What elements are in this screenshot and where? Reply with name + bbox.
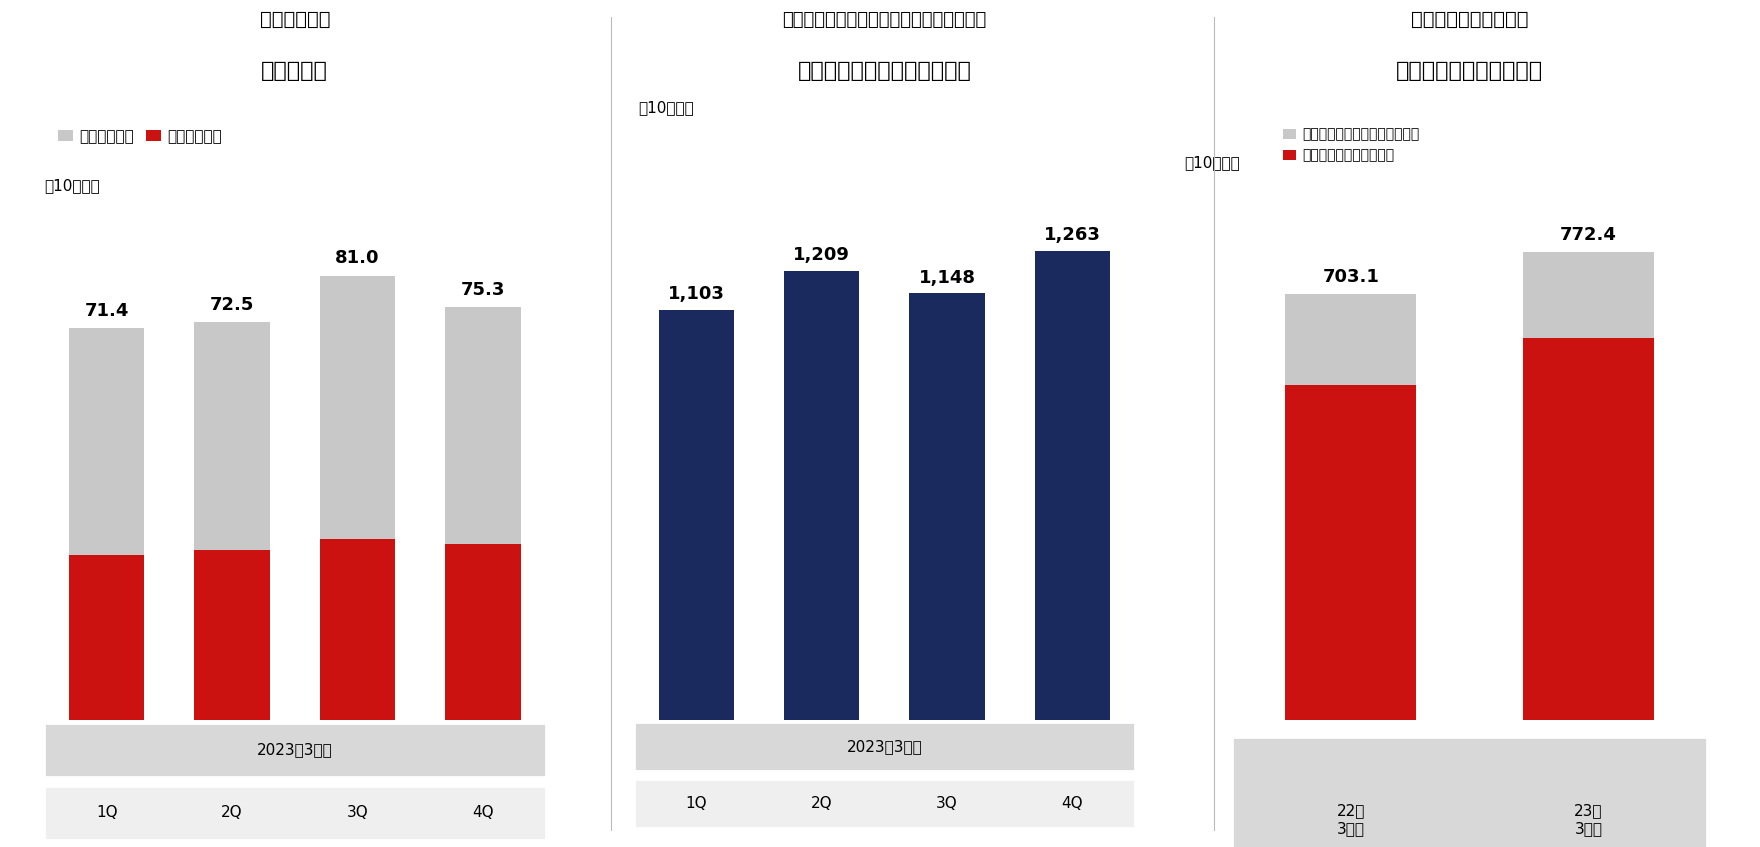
Bar: [69, 556, 144, 720]
Legend: フロー収入等, ストック収入: フロー収入等, ストック収入: [51, 123, 229, 150]
Bar: [194, 322, 269, 550]
Text: 4Q: 4Q: [1061, 795, 1084, 811]
Bar: [1285, 294, 1417, 385]
Text: （10億円）: （10億円）: [639, 100, 695, 115]
Bar: [320, 539, 394, 720]
Bar: [634, 722, 1135, 772]
Bar: [445, 545, 521, 720]
Text: 703.1: 703.1: [1322, 268, 1380, 286]
Bar: [910, 293, 986, 720]
Text: オルタナティブ運用資産残高: オルタナティブ運用資産残高: [797, 61, 972, 80]
Text: 1,148: 1,148: [919, 268, 975, 286]
Text: 2023年3月期: 2023年3月期: [257, 743, 333, 757]
Text: 71.4: 71.4: [84, 302, 128, 320]
Text: ビジネスライン別の収益: ビジネスライン別の収益: [1396, 61, 1544, 80]
Bar: [194, 550, 269, 720]
Text: ＜営業部門＞: ＜営業部門＞: [259, 10, 331, 29]
Bar: [320, 275, 394, 539]
Text: 75.3: 75.3: [461, 280, 505, 299]
Bar: [1522, 252, 1654, 338]
Text: ＜ホールセール部門＞: ＜ホールセール部門＞: [1412, 10, 1528, 29]
Text: 1Q: 1Q: [685, 795, 708, 811]
Text: 22年
3月期: 22年 3月期: [1336, 803, 1366, 836]
Text: （10億円）: （10億円）: [44, 179, 100, 194]
Text: 2023年3月期: 2023年3月期: [847, 739, 922, 755]
Text: 23年
3月期: 23年 3月期: [1573, 803, 1603, 836]
Text: 2Q: 2Q: [811, 795, 832, 811]
Text: 3Q: 3Q: [347, 805, 368, 821]
Bar: [1232, 737, 1707, 847]
Text: 収益の内訳: 収益の内訳: [262, 61, 327, 80]
Bar: [44, 786, 546, 840]
Text: 3Q: 3Q: [936, 795, 957, 811]
Bar: [1035, 251, 1111, 720]
Text: 1,209: 1,209: [794, 246, 850, 264]
Bar: [1522, 338, 1654, 720]
Text: （10億円）: （10億円）: [1184, 156, 1241, 170]
Text: 72.5: 72.5: [209, 296, 253, 314]
Bar: [658, 310, 734, 720]
Text: ＜インベストメント・マネジメント部門＞: ＜インベストメント・マネジメント部門＞: [781, 11, 987, 29]
Text: 772.4: 772.4: [1559, 226, 1617, 245]
Text: 1Q: 1Q: [95, 805, 118, 821]
Text: 81.0: 81.0: [334, 249, 380, 268]
Bar: [69, 329, 144, 556]
Legend: インベストメント・バンキング, グローバル・マーケッツ: インベストメント・バンキング, グローバル・マーケッツ: [1278, 122, 1426, 169]
Text: 2Q: 2Q: [222, 805, 243, 821]
Bar: [634, 778, 1135, 828]
Text: 4Q: 4Q: [472, 805, 495, 821]
Bar: [1285, 385, 1417, 720]
Text: 1,263: 1,263: [1044, 226, 1102, 244]
Text: 1,103: 1,103: [667, 285, 725, 303]
Bar: [785, 271, 859, 720]
Bar: [44, 722, 546, 778]
Bar: [445, 307, 521, 545]
